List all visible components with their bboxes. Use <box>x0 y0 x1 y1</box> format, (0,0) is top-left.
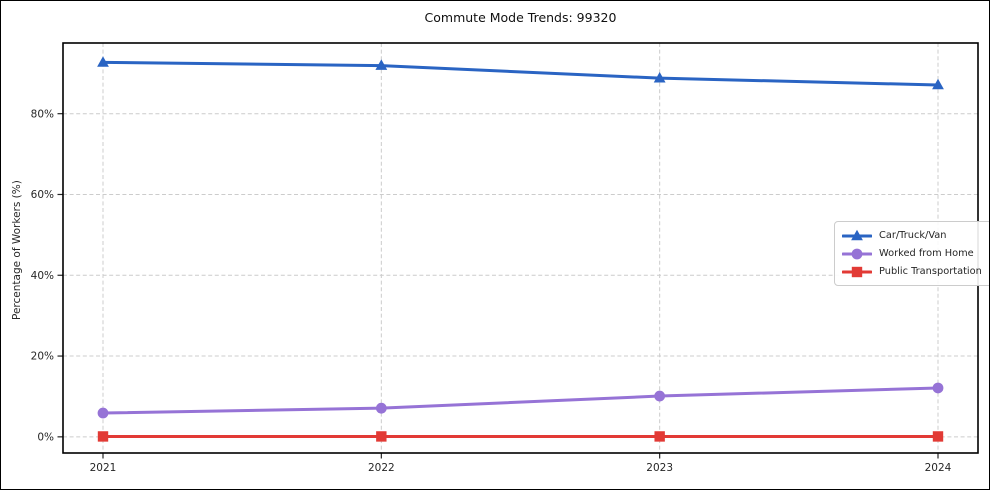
x-tick-label: 2023 <box>646 462 673 474</box>
x-tick-label: 2022 <box>368 462 395 474</box>
triangle-marker-icon <box>932 78 944 90</box>
circle-marker-icon <box>97 407 109 419</box>
series-line-car-truck-van <box>101 60 940 87</box>
square-marker-icon <box>654 431 665 442</box>
x-tick-label: 2024 <box>925 462 952 474</box>
square-marker-icon <box>851 266 863 277</box>
triangle-marker-icon <box>97 56 109 67</box>
square-legend-marker-icon <box>842 266 872 277</box>
legend-label: Public Transportation <box>879 266 982 277</box>
series-line-worked-from-home <box>101 386 940 415</box>
chart-title: Commute Mode Trends: 99320 <box>424 10 617 25</box>
circle-legend-marker-icon <box>842 248 872 259</box>
circle-marker-icon <box>932 382 944 394</box>
y-axis-label: Percentage of Workers (%) <box>11 180 23 320</box>
legend: Car/Truck/Van Worked from Home Public Tran… <box>834 221 989 286</box>
triangle-legend-marker-icon <box>842 229 872 240</box>
y-tick-label: 80% <box>31 108 54 120</box>
x-tick-label: 2021 <box>90 462 117 474</box>
legend-item-public-transportation: Public Transportation <box>842 263 982 280</box>
y-tick-label: 0% <box>37 431 54 443</box>
legend-item-worked-from-home: Worked from Home <box>842 245 982 262</box>
legend-label: Car/Truck/Van <box>879 230 947 241</box>
legend-item-car-truck-van: Car/Truck/Van <box>842 227 982 244</box>
legend-label: Worked from Home <box>879 248 974 259</box>
square-marker-icon <box>376 431 387 442</box>
circle-marker-icon <box>654 390 666 402</box>
triangle-marker-icon <box>851 229 863 240</box>
y-tick-label: 20% <box>31 351 54 363</box>
triangle-marker-icon <box>375 59 388 70</box>
square-marker-icon <box>97 431 109 442</box>
triangle-marker-icon <box>653 71 666 83</box>
y-tick-label: 60% <box>31 189 54 201</box>
y-tick-label: 40% <box>31 270 54 282</box>
square-marker-icon <box>932 431 944 442</box>
circle-marker-icon <box>851 248 863 259</box>
circle-marker-icon <box>375 402 387 414</box>
